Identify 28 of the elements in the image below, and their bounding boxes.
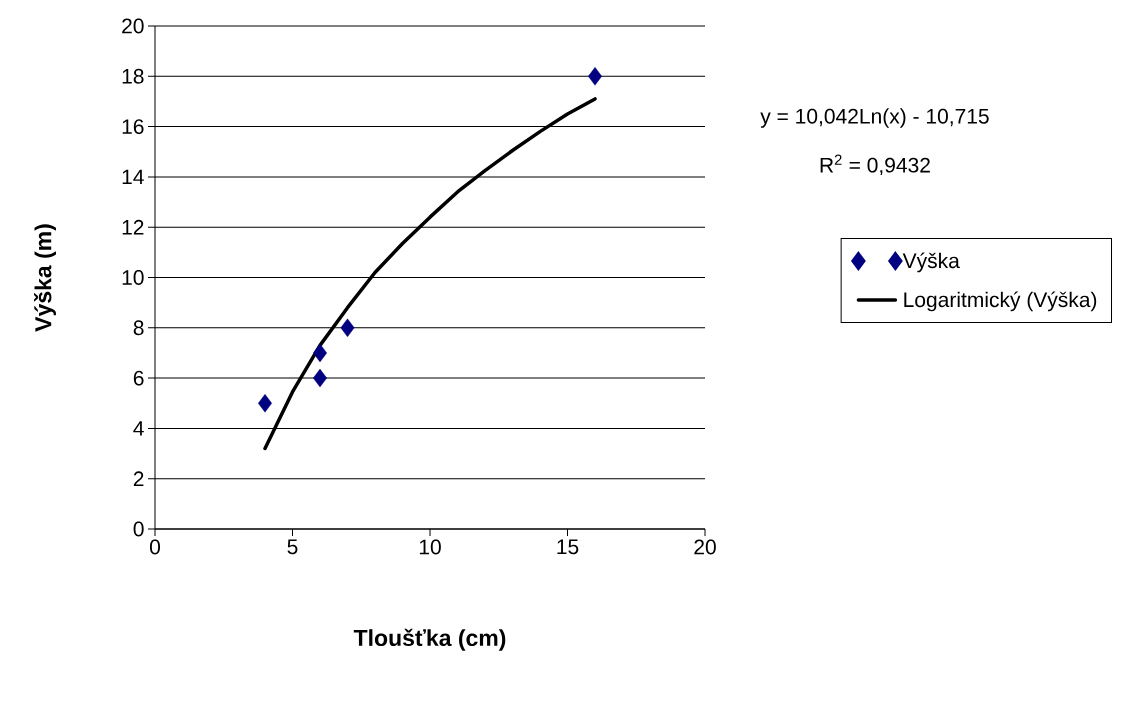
- x-axis-title: Tloušťka (cm): [353, 628, 506, 651]
- y-tick-label: 10: [122, 270, 144, 285]
- point: [340, 318, 355, 337]
- y-tick-label: 4: [133, 421, 144, 436]
- y-tick-label: 12: [122, 219, 144, 235]
- x-tick-label: 15: [557, 539, 579, 555]
- y-tick-label: 0: [133, 521, 144, 537]
- y-axis-title: Výška (m): [34, 224, 56, 332]
- y-tick-label: 2: [133, 471, 144, 487]
- point: [313, 343, 327, 363]
- x-tick-label: 0: [149, 539, 161, 555]
- x-tick-label: 10: [419, 539, 441, 555]
- y-tick-label: 14: [122, 169, 144, 185]
- x-tick-label: 20: [694, 539, 716, 555]
- y-tick-label: 8: [133, 320, 144, 336]
- x-tick-label: 5: [287, 539, 298, 555]
- legend-label: Logaritmický (Výška): [904, 291, 1097, 312]
- y-tick-label: 20: [122, 18, 144, 34]
- legend-label: Výška: [902, 252, 960, 273]
- point: [588, 67, 602, 86]
- line-series: [263, 97, 597, 451]
- text: y = 10,042Ln(x) - 10,715: [760, 108, 989, 128]
- point: [258, 394, 272, 413]
- y-tick-label: 18: [122, 68, 144, 84]
- text: R$^{2}$ = 0,9432: [820, 154, 930, 176]
- point: [313, 368, 327, 388]
- y-tick-label: 16: [122, 119, 144, 135]
- y-tick-label: 6: [133, 370, 144, 386]
